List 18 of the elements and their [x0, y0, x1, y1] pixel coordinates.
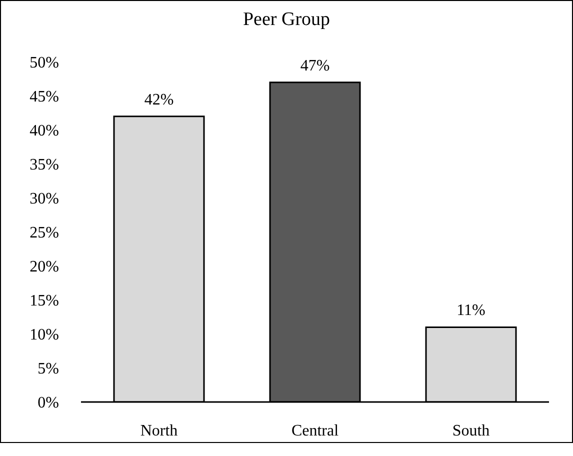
x-tick-label: Central — [291, 422, 340, 440]
y-tick-label: 10% — [30, 326, 59, 344]
data-label: 47% — [300, 57, 330, 74]
y-tick-label: 20% — [30, 258, 59, 276]
y-tick-label: 15% — [30, 292, 59, 310]
y-tick-label: 50% — [30, 54, 59, 72]
data-label: 42% — [144, 91, 174, 108]
y-tick-label: 25% — [30, 224, 59, 242]
y-tick-label: 40% — [30, 122, 59, 140]
x-tick-label: North — [140, 422, 178, 440]
y-tick-label: 35% — [30, 156, 59, 174]
chart-title: Peer Group — [242, 9, 332, 31]
y-tick-label: 5% — [38, 360, 59, 378]
y-tick-label: 30% — [30, 190, 59, 208]
y-tick-label: 45% — [30, 88, 59, 106]
y-tick-label: 0% — [38, 394, 59, 412]
x-tick-label: South — [452, 422, 490, 440]
data-label: 11% — [456, 302, 486, 320]
